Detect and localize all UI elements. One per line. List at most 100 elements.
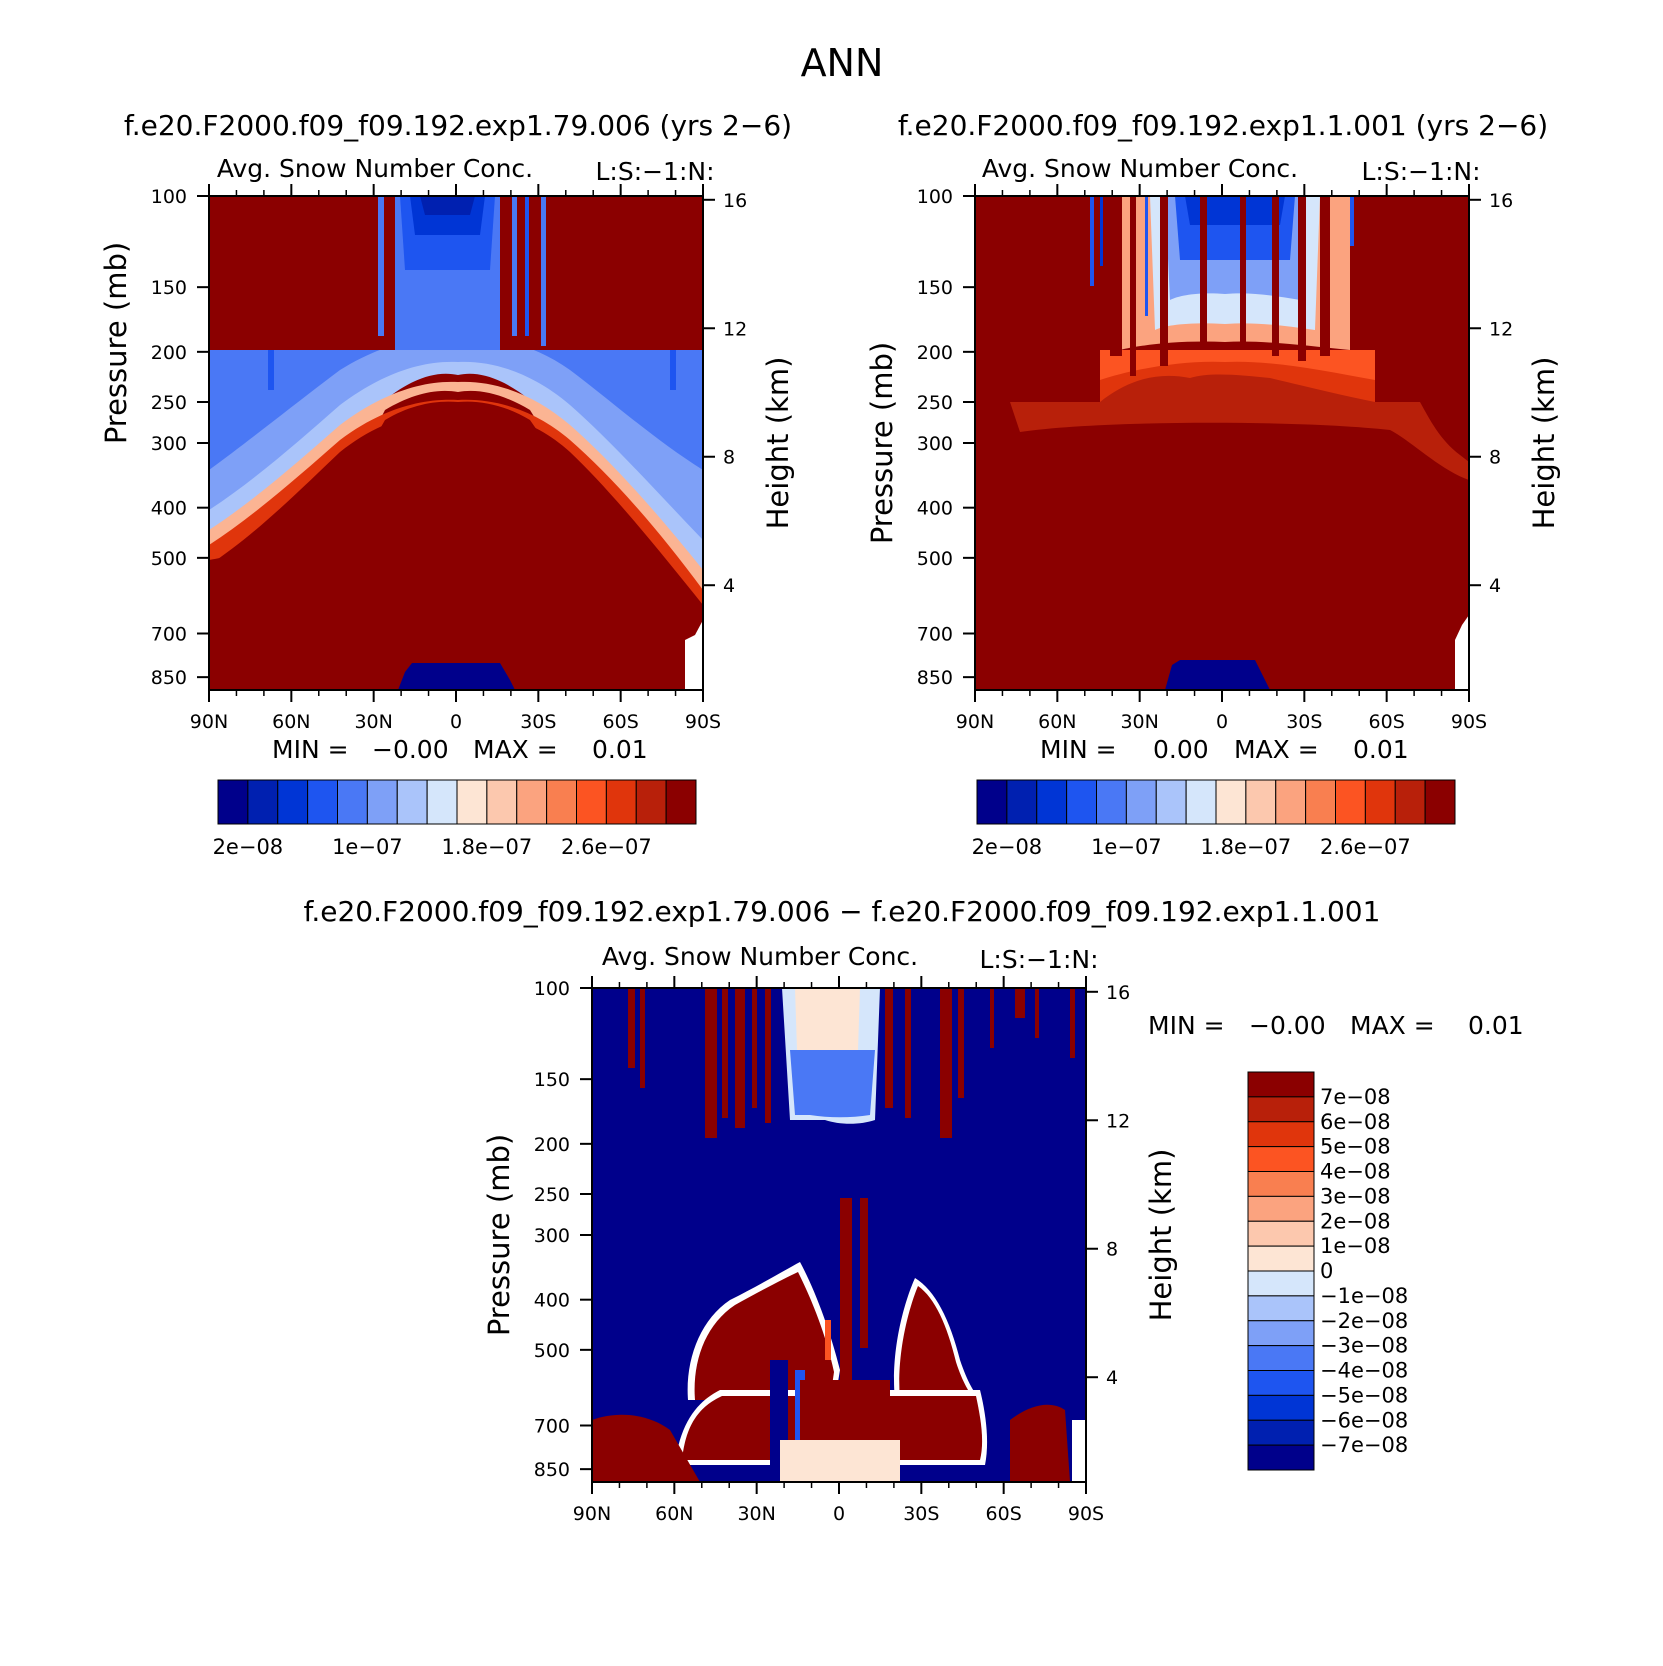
colorbar-label: 6e−08	[1320, 1110, 1391, 1134]
colorbar-box	[247, 779, 279, 825]
y-tick-label: 100	[534, 978, 570, 1000]
panel-a-title: f.e20.F2000.f09_f09.192.exp1.79.006 (yrs…	[124, 109, 792, 142]
colorbar-box	[486, 779, 518, 825]
y-right-tick-label: 4	[1489, 575, 1501, 597]
y-tick-label: 300	[917, 433, 953, 455]
y-right-tick-label: 4	[1106, 1367, 1118, 1389]
panel-c-max-label: MAX =	[1350, 1011, 1435, 1040]
panel-c-min-label: MIN =	[1148, 1011, 1225, 1040]
colorbar-box	[546, 779, 577, 825]
colorbar-label: −5e−08	[1320, 1383, 1408, 1407]
colorbar-box	[1247, 1370, 1315, 1396]
panel-a-ylabel: Pressure (mb)	[99, 242, 133, 444]
colorbar-box	[1247, 1146, 1315, 1172]
colorbar-box	[1335, 779, 1366, 825]
y-tick-label: 150	[151, 277, 187, 299]
y-right-tick-label: 8	[1489, 447, 1501, 469]
panel-a-subtitle: Avg. Snow Number Conc.	[217, 154, 533, 183]
panel-b-subtitle: Avg. Snow Number Conc.	[982, 154, 1298, 183]
colorbar-label: 1.8e−07	[442, 835, 533, 859]
x-tick-label: 60S	[986, 1503, 1022, 1525]
x-tick-label: 90S	[1451, 711, 1487, 733]
colorbar-box	[337, 779, 368, 825]
panel-a-colorbar: 2e−08 1e−07 1.8e−07 2.6e−07	[213, 779, 697, 859]
y-right-tick-label: 16	[1489, 190, 1513, 212]
panel-c-ylabel: Pressure (mb)	[482, 1134, 516, 1336]
colorbar-box	[665, 779, 697, 825]
x-tick-label: 0	[450, 711, 462, 733]
panel-b-max-label: MAX =	[1234, 735, 1319, 764]
colorbar-box	[1247, 1121, 1315, 1148]
colorbar-box	[1247, 1171, 1315, 1197]
x-tick-label: 90N	[956, 711, 994, 733]
colorbar-label: 0	[1320, 1259, 1333, 1283]
panel-a-min-value: −0.00	[372, 735, 449, 764]
y-tick-label: 300	[151, 433, 187, 455]
colorbar-box	[1247, 1419, 1315, 1446]
panel-b-min-label: MIN =	[1040, 735, 1117, 764]
colorbar-label: −7e−08	[1320, 1433, 1408, 1457]
panel-c-min-value: −0.00	[1249, 1011, 1326, 1040]
y-tick-label: 250	[534, 1184, 570, 1206]
colorbar-box	[1305, 779, 1336, 825]
panel-b-units: L:S:−1:N:	[1361, 157, 1480, 186]
colorbar-box	[1247, 1195, 1315, 1222]
panel-c-units: L:S:−1:N:	[979, 945, 1098, 974]
x-tick-label: 0	[833, 1503, 845, 1525]
y-tick-label: 300	[534, 1225, 570, 1247]
panel-a-max-value: 0.01	[592, 735, 648, 764]
x-tick-label: 30N	[1120, 711, 1158, 733]
y-tick-label: 100	[151, 186, 187, 208]
x-tick-label: 30S	[1286, 711, 1322, 733]
x-tick-label: 60S	[603, 711, 639, 733]
panel-a-max-label: MAX =	[473, 735, 558, 764]
panel-a-units: L:S:−1:N:	[595, 157, 714, 186]
colorbar-label: 1e−08	[1320, 1234, 1391, 1258]
colorbar-box	[1096, 779, 1127, 825]
y-tick-label: 150	[917, 277, 953, 299]
colorbar-label: 1e−07	[332, 835, 403, 859]
colorbar-label: −1e−08	[1320, 1284, 1408, 1308]
colorbar-box	[396, 779, 428, 825]
panel-c-axes: 90N 60N 30N 0 30S 60S 90S 100 150 200 250 300 400 500…	[534, 976, 1130, 1525]
panel-c-subtitle: Avg. Snow Number Conc.	[602, 942, 918, 971]
colorbar-box	[605, 779, 637, 825]
y-tick-label: 150	[534, 1069, 570, 1091]
colorbar-label: −2e−08	[1320, 1309, 1408, 1333]
y-tick-label: 200	[151, 342, 187, 364]
colorbar-box	[1247, 1320, 1315, 1347]
y-right-tick-label: 8	[723, 447, 735, 469]
colorbar-label: 2.6e−07	[1320, 835, 1411, 859]
x-tick-label: 30N	[354, 711, 392, 733]
x-tick-label: 0	[1216, 711, 1228, 733]
colorbar-box	[1125, 779, 1157, 825]
x-tick-label: 60S	[1369, 711, 1405, 733]
x-tick-label: 90S	[1068, 1503, 1104, 1525]
panel-c: f.e20.F2000.f09_f09.192.exp1.79.006 − f.…	[304, 895, 1524, 1525]
colorbar-label: 1.8e−07	[1201, 835, 1292, 859]
y-right-tick-label: 12	[1489, 318, 1513, 340]
colorbar-box	[1185, 779, 1217, 825]
y-tick-label: 850	[534, 1459, 570, 1481]
colorbar-box	[1006, 779, 1038, 825]
panel-a: f.e20.F2000.f09_f09.192.exp1.79.006 (yrs…	[99, 109, 795, 859]
y-tick-label: 400	[151, 498, 187, 520]
colorbar-label: 4e−08	[1320, 1160, 1391, 1184]
colorbar-label: −4e−08	[1320, 1359, 1408, 1383]
panel-c-field	[592, 988, 1086, 1482]
x-tick-label: 60N	[1038, 711, 1076, 733]
panel-b-title: f.e20.F2000.f09_f09.192.exp1.1.001 (yrs …	[898, 109, 1548, 142]
panel-b-min-value: 0.00	[1153, 735, 1209, 764]
y-tick-label: 500	[151, 548, 187, 570]
panel-b-ylabel-right: Height (km)	[1527, 357, 1561, 530]
colorbar-box	[635, 779, 667, 825]
panel-a-axes: 90N 60N 30N 0 30S 60S 90S 100 150 200 250 300 400 500…	[151, 184, 747, 733]
y-tick-label: 500	[534, 1340, 570, 1362]
colorbar-box	[1247, 1444, 1315, 1471]
colorbar-box	[1364, 779, 1396, 825]
colorbar-box	[516, 779, 548, 825]
panel-b-ylabel: Pressure (mb)	[865, 342, 899, 544]
x-tick-label: 60N	[655, 1503, 693, 1525]
panel-b-axes: 90N 60N 30N 0 30S 60S 90S 100 150 200 250 300 400 500…	[917, 184, 1513, 733]
panel-c-max-value: 0.01	[1468, 1011, 1524, 1040]
